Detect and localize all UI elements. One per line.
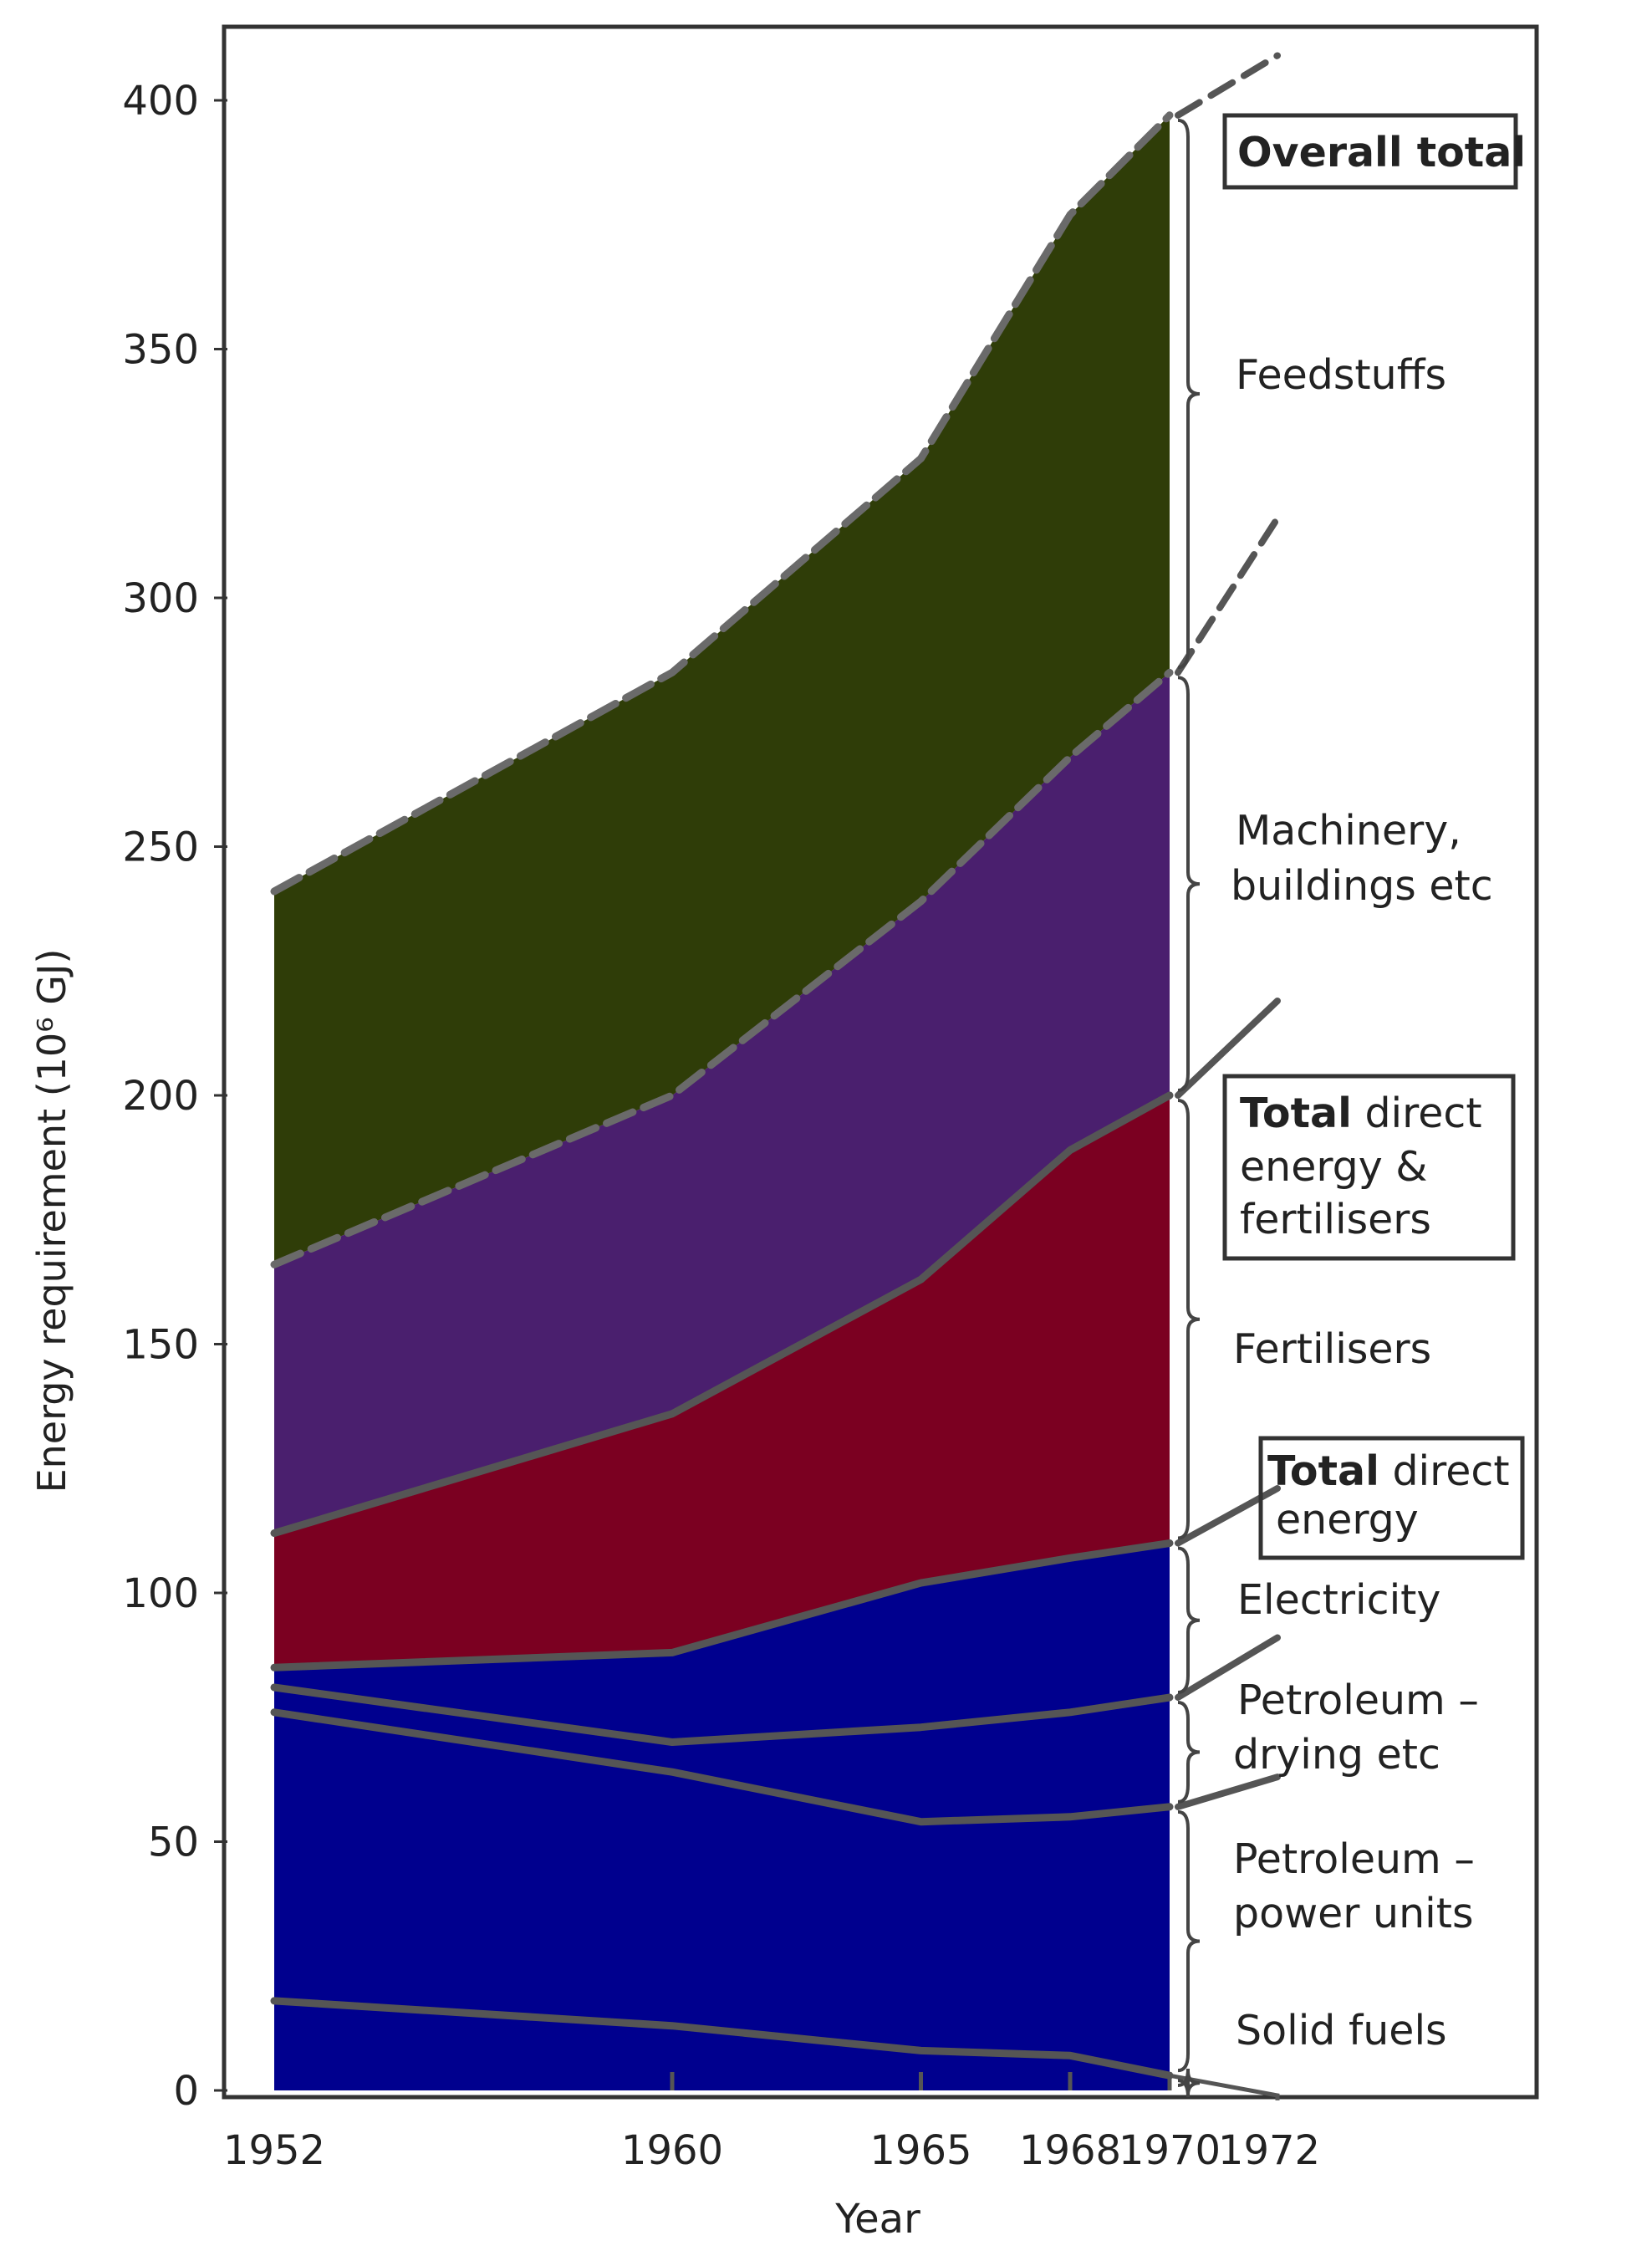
line-total-direct-fertilisers-extension <box>1175 997 1281 1099</box>
line-overall-total-extension <box>1175 52 1281 119</box>
line-total-direct-fertilisers <box>270 1091 1174 1538</box>
area-feedstuffs <box>274 115 1170 1265</box>
y-tick-label: 150 <box>122 1322 199 1369</box>
x-tick-label: 1960 <box>621 2127 723 2174</box>
label-feedstuffs: Feedstuffs <box>1236 351 1446 399</box>
x-tick-label: 1972 <box>1218 2127 1320 2174</box>
y-tick-label: 100 <box>122 1570 199 1617</box>
label-pd-1: Petroleum – <box>1237 1677 1479 1724</box>
label-tde-1: Total direct <box>1267 1447 1510 1495</box>
line-petroleum-drying-extension <box>1175 1634 1281 1701</box>
label-pp-1: Petroleum – <box>1233 1835 1475 1883</box>
label-tde-2: energy <box>1276 1496 1419 1544</box>
line-petroleum-power-units-extension <box>1175 1774 1281 1810</box>
label-overall-total: Overall total <box>1237 129 1526 176</box>
label-tde-bold: Total <box>1267 1447 1379 1495</box>
y-tick-label: 0 <box>173 2068 199 2115</box>
boundary-lines <box>270 52 1281 2100</box>
brace-5 <box>1177 1809 1201 2073</box>
x-tick-label: 1968 <box>1019 2127 1121 2174</box>
line-solid-fuels <box>270 1997 1174 2080</box>
line-machinery-buildings-extension <box>1175 514 1281 676</box>
area-fertilisers <box>274 1095 1170 1668</box>
line-petroleum-power-units <box>270 1708 1174 1826</box>
y-tick-label: 400 <box>122 78 199 125</box>
label-pp-2: power units <box>1233 1890 1474 1937</box>
label-tdef-1: Total direct <box>1240 1090 1482 1137</box>
brace-6 <box>1177 2068 1201 2098</box>
y-tick-label: 50 <box>148 1820 199 1866</box>
area-direct-energy <box>274 1543 1170 2090</box>
label-tdef-2: energy & <box>1240 1143 1428 1191</box>
label-solid-fuels: Solid fuels <box>1236 2007 1447 2054</box>
overall-total-box <box>1222 113 1518 190</box>
x-tick-label: 1970 <box>1119 2127 1221 2174</box>
y-tick-label: 250 <box>122 824 199 871</box>
label-pd-2: drying etc <box>1233 1731 1440 1779</box>
y-axis: 0 50 100 150 200 250 300 350 400 <box>122 78 227 2115</box>
label-tdef-3: fertilisers <box>1240 1196 1431 1243</box>
x-axis-label: Year <box>834 2196 920 2243</box>
total-direct-fertilisers-box <box>1222 1074 1516 1261</box>
line-machinery-buildings <box>270 668 1174 1268</box>
label-fertilisers: Fertilisers <box>1233 1325 1431 1373</box>
area-layers <box>274 115 1170 2090</box>
brace-1 <box>1177 676 1201 1092</box>
label-machinery-2: buildings etc <box>1231 862 1493 910</box>
line-solid-fuels-extension <box>1169 2073 1280 2100</box>
label-electricity: Electricity <box>1237 1576 1440 1624</box>
x-tick-label: 1965 <box>869 2127 971 2174</box>
brace-3 <box>1177 1546 1201 1694</box>
brace-4 <box>1177 1700 1201 1804</box>
total-direct-energy-box <box>1258 1436 1525 1560</box>
line-petroleum-drying <box>270 1683 1174 1746</box>
label-machinery-1: Machinery, <box>1236 807 1461 855</box>
label-tde-direct: direct <box>1392 1447 1509 1495</box>
x-tick-label: 1952 <box>223 2127 325 2174</box>
y-tick-label: 200 <box>122 1073 199 1120</box>
line-overall-total <box>270 111 1174 896</box>
y-tick-label: 350 <box>122 327 199 374</box>
right-braces <box>1177 118 1201 2098</box>
y-axis-label: Energy requirement (10⁶ GJ) <box>29 949 74 1493</box>
brace-0 <box>1177 118 1201 670</box>
label-tdef-direct: direct <box>1364 1090 1481 1137</box>
label-tdef-bold: Total <box>1240 1090 1352 1137</box>
area-machinery-buildings <box>274 672 1170 1534</box>
line-total-direct-energy <box>270 1539 1174 1672</box>
y-tick-label: 300 <box>122 575 199 622</box>
plot-frame <box>222 24 1539 2100</box>
brace-2 <box>1177 1099 1201 1540</box>
